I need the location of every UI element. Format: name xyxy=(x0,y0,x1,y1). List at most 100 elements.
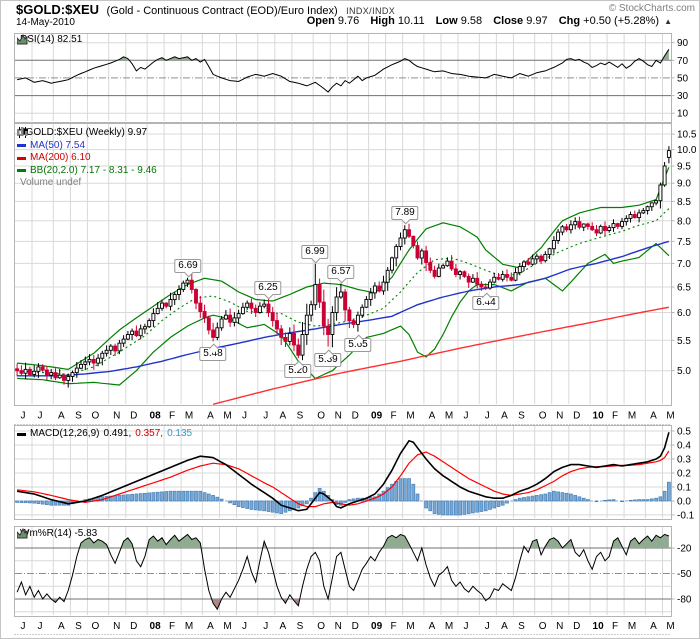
svg-text:10.5: 10.5 xyxy=(677,130,697,141)
svg-text:M: M xyxy=(628,621,636,632)
svg-text:N: N xyxy=(335,411,342,422)
svg-text:8.0: 8.0 xyxy=(677,216,691,227)
svg-text:D: D xyxy=(352,411,359,422)
svg-text:A: A xyxy=(279,411,286,422)
svg-text:S: S xyxy=(297,411,304,422)
open-label: Open xyxy=(306,15,335,27)
svg-text:A: A xyxy=(58,411,65,422)
chg-value: +0.50 (+5.28%) xyxy=(583,15,660,27)
svg-text:O: O xyxy=(92,411,100,422)
price-annotation: 6.25 xyxy=(254,281,282,295)
macd-value-2: 0.357, xyxy=(135,428,164,439)
svg-text:S: S xyxy=(75,411,82,422)
svg-text:D: D xyxy=(130,621,137,632)
svg-text:8.5: 8.5 xyxy=(677,197,691,208)
chart-date: 14-May-2010 xyxy=(16,17,75,28)
svg-text:F: F xyxy=(612,621,618,632)
price-legend: $GOLD:$XEU (Weekly) 9.97 MA(50) 7.54 MA(… xyxy=(17,127,157,190)
chg-label: Chg xyxy=(558,15,581,27)
svg-text:6.0: 6.0 xyxy=(677,308,691,319)
y-axis-labels: 90 70 50 30 10 10.5 10.0 9.5 9.0 8.5 8.0 7.5 7.0 6.5 6… xyxy=(671,38,697,606)
svg-text:-80: -80 xyxy=(677,595,692,606)
exchange-label: INDX/INDX xyxy=(346,6,396,16)
svg-text:0.1: 0.1 xyxy=(677,483,691,494)
svg-text:N: N xyxy=(335,621,342,632)
ma200-legend-label: MA(200) 6.10 xyxy=(30,152,91,163)
svg-text:0.2: 0.2 xyxy=(677,469,691,480)
svg-text:50: 50 xyxy=(677,73,689,84)
svg-text:10: 10 xyxy=(593,411,605,422)
svg-text:0.3: 0.3 xyxy=(677,455,691,466)
svg-text:A: A xyxy=(207,621,214,632)
high-label: High xyxy=(370,15,395,27)
svg-text:A: A xyxy=(650,621,657,632)
svg-text:0.4: 0.4 xyxy=(677,441,691,452)
svg-text:J: J xyxy=(242,411,247,422)
svg-text:J: J xyxy=(21,411,26,422)
svg-text:F: F xyxy=(169,621,175,632)
svg-text:30: 30 xyxy=(677,91,689,102)
svg-text:O: O xyxy=(539,411,547,422)
svg-text:M: M xyxy=(628,411,636,422)
rsi-legend: RSI(14) 82.51 xyxy=(17,34,82,47)
svg-text:J: J xyxy=(38,411,43,422)
symbol-title: $GOLD:$XEU xyxy=(16,2,100,17)
up-arrow-icon: ▲ xyxy=(664,17,672,26)
svg-text:M: M xyxy=(445,411,453,422)
svg-text:D: D xyxy=(573,411,580,422)
svg-text:J: J xyxy=(242,621,247,632)
svg-text:S: S xyxy=(518,411,525,422)
bollinger-bands xyxy=(17,167,670,386)
svg-text:M: M xyxy=(185,411,193,422)
x-axis-labels: J J A S O N D 08 F M A M J J A S O N D 09 F M A M J J A S O N D 10 F M A MJ… xyxy=(21,411,675,633)
price-annotation: 5.20 xyxy=(284,364,312,378)
macd-line-swatch xyxy=(17,432,26,436)
chart-header: $GOLD:$XEU (Gold - Continuous Contract (… xyxy=(16,1,395,19)
svg-text:O: O xyxy=(317,411,325,422)
close-label: Close xyxy=(493,15,524,27)
svg-text:M: M xyxy=(445,621,453,632)
svg-text:J: J xyxy=(485,621,490,632)
svg-text:J: J xyxy=(485,411,490,422)
ohlc-quote: Open 9.76 High 10.11 Low 9.58 Close 9.97… xyxy=(299,15,672,27)
svg-text:A: A xyxy=(429,621,436,632)
svg-text:9.5: 9.5 xyxy=(677,162,691,173)
close-value: 9.97 xyxy=(526,15,548,27)
svg-text:J: J xyxy=(464,411,469,422)
price-annotation: 6.57 xyxy=(327,265,355,279)
svg-text:90: 90 xyxy=(677,38,689,49)
wmr-legend-label: Wm%R(14) -5.83 xyxy=(20,528,98,539)
macd-histogram xyxy=(15,478,671,516)
svg-text:M: M xyxy=(666,621,674,632)
price-annotation: 6.69 xyxy=(174,259,202,273)
macd-signal-line xyxy=(17,450,670,508)
svg-text:O: O xyxy=(92,621,100,632)
price-annotation: 5.39 xyxy=(314,353,342,367)
svg-text:F: F xyxy=(612,411,618,422)
svg-text:S: S xyxy=(75,621,82,632)
svg-text:F: F xyxy=(391,411,397,422)
svg-text:N: N xyxy=(113,411,120,422)
svg-text:-0.1: -0.1 xyxy=(677,510,695,521)
price-annotation: 5.48 xyxy=(199,347,227,361)
macd-value-3: 0.135 xyxy=(167,428,193,439)
svg-text:M: M xyxy=(185,621,193,632)
svg-text:7.5: 7.5 xyxy=(677,237,691,248)
svg-text:N: N xyxy=(556,621,563,632)
macd-legend-label: MACD(12,26,9) xyxy=(30,428,100,439)
price-annotation: 5.65 xyxy=(344,338,372,352)
svg-text:A: A xyxy=(207,411,214,422)
svg-text:J: J xyxy=(263,621,268,632)
svg-text:N: N xyxy=(556,411,563,422)
svg-text:-50: -50 xyxy=(677,569,692,580)
ma50-line-swatch xyxy=(17,144,26,148)
svg-text:10.0: 10.0 xyxy=(677,145,697,156)
gridlines xyxy=(14,33,672,617)
candlesticks xyxy=(15,146,671,388)
svg-text:M: M xyxy=(406,411,414,422)
price-legend-label: $GOLD:$XEU (Weekly) 9.97 xyxy=(20,127,148,138)
open-value: 9.76 xyxy=(337,15,360,27)
svg-text:F: F xyxy=(391,621,397,632)
